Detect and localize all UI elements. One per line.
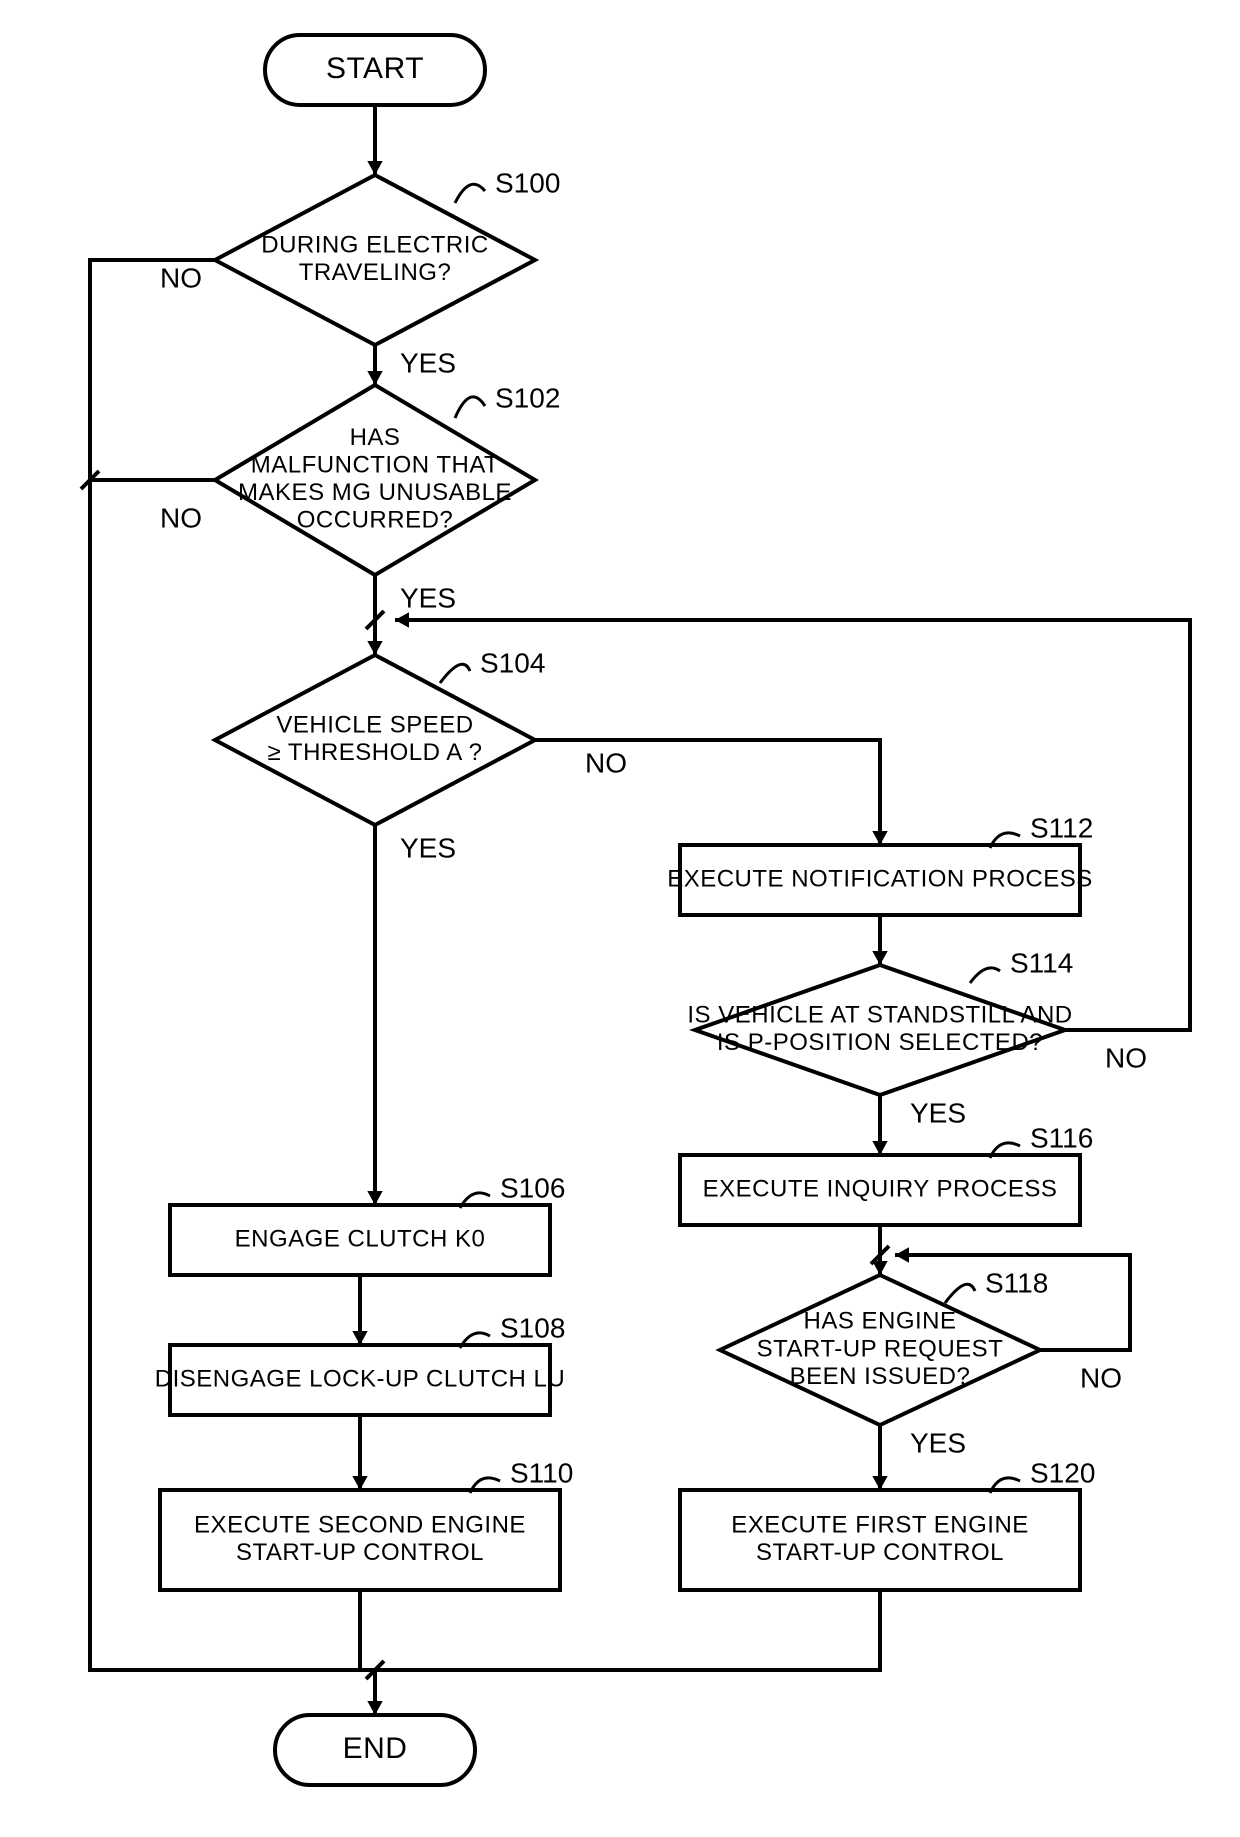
end-label: END — [343, 1732, 408, 1765]
s110-label: START-UP CONTROL — [236, 1539, 484, 1566]
step-leader — [970, 968, 1000, 983]
s100-label: TRAVELING? — [299, 259, 452, 286]
s120-label: EXECUTE FIRST ENGINE — [731, 1512, 1029, 1539]
step-label: S112 — [1030, 812, 1093, 843]
branch-label: NO — [1080, 1362, 1122, 1393]
s110-label: EXECUTE SECOND ENGINE — [194, 1512, 526, 1539]
branch-label: NO — [1105, 1042, 1147, 1073]
start-label: START — [326, 52, 424, 85]
step-label: S108 — [500, 1312, 565, 1343]
step-label: S106 — [500, 1172, 565, 1203]
s102-label: MAKES MG UNUSABLE — [238, 479, 512, 506]
step-leader — [455, 397, 485, 418]
branch-label: YES — [400, 347, 456, 378]
s102-label: MALFUNCTION THAT — [251, 452, 499, 479]
s118-label: START-UP REQUEST — [757, 1335, 1004, 1362]
s118-label: HAS ENGINE — [803, 1308, 956, 1335]
edge — [375, 1590, 880, 1670]
step-label: S110 — [510, 1457, 573, 1488]
step-label: S102 — [495, 382, 560, 413]
s114-label: IS P-POSITION SELECTED? — [717, 1029, 1043, 1056]
s102-label: HAS — [350, 424, 401, 451]
s102-label: OCCURRED? — [297, 507, 454, 534]
s108-label: DISENGAGE LOCK-UP CLUTCH LU — [155, 1365, 565, 1392]
s100-label: DURING ELECTRIC — [261, 232, 489, 259]
s104-label: VEHICLE SPEED — [276, 712, 473, 739]
branch-label: NO — [585, 747, 627, 778]
step-label: S116 — [1030, 1122, 1093, 1153]
branch-label: NO — [160, 502, 202, 533]
branch-label: NO — [160, 262, 202, 293]
nodes-layer: START DURING ELECTRICTRAVELING? HASMALFUNC… — [155, 35, 1093, 1785]
step-label: S120 — [1030, 1457, 1095, 1488]
s118-label: BEEN ISSUED? — [790, 1363, 971, 1390]
s112-label: EXECUTE NOTIFICATION PROCESS — [667, 865, 1093, 892]
step-leader — [440, 664, 470, 683]
s120-label: START-UP CONTROL — [756, 1539, 1004, 1566]
step-label: S118 — [985, 1267, 1048, 1298]
s116-label: EXECUTE INQUIRY PROCESS — [703, 1175, 1058, 1202]
step-label: S100 — [495, 167, 560, 198]
branch-label: YES — [400, 582, 456, 613]
step-leader — [455, 184, 485, 203]
step-label: S114 — [1010, 947, 1073, 978]
branch-label: YES — [910, 1097, 966, 1128]
s114-label: IS VEHICLE AT STANDSTILL AND — [687, 1002, 1072, 1029]
s104-label: ≥ THRESHOLD A ? — [268, 739, 483, 766]
step-label: S104 — [480, 647, 545, 678]
branch-label: YES — [400, 832, 456, 863]
branch-label: YES — [910, 1427, 966, 1458]
s106-label: ENGAGE CLUTCH K0 — [235, 1225, 486, 1252]
step-leader — [945, 1284, 975, 1303]
